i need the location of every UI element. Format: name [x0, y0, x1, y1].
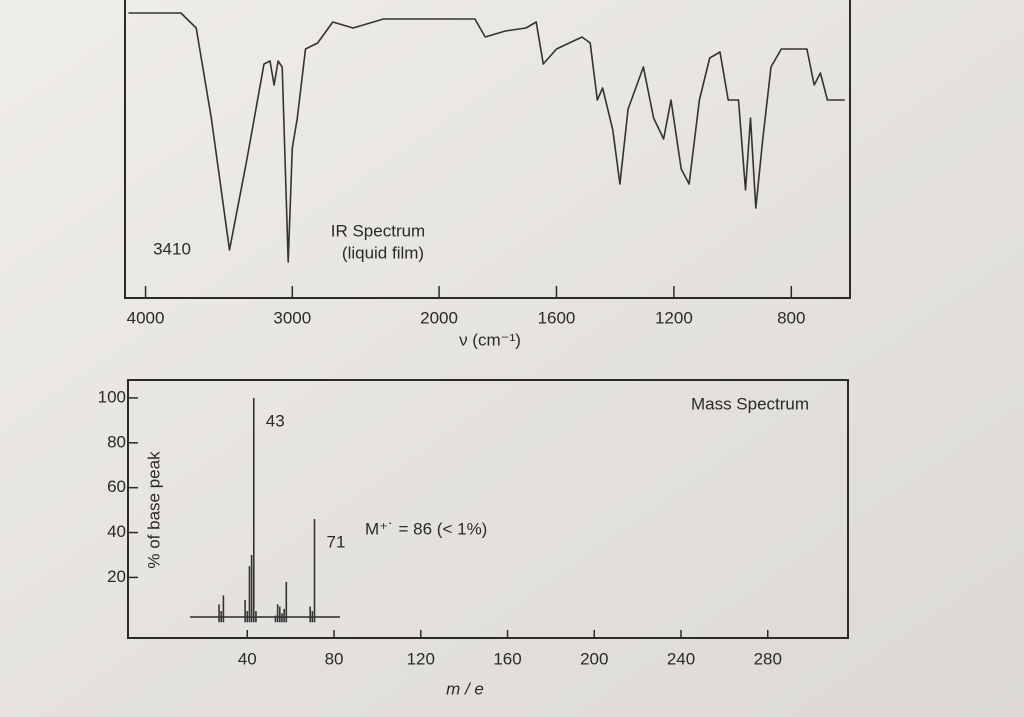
ms-frame	[127, 379, 849, 639]
ir-subtitle: (liquid film)	[342, 243, 424, 262]
y-tick-label: 40	[107, 522, 126, 541]
x-tick-label: 1600	[538, 308, 576, 327]
x-tick-label: 3000	[273, 308, 311, 327]
ms-title: Mass Spectrum	[691, 394, 809, 413]
x-tick-label: 120	[407, 649, 435, 668]
ir-frame	[124, 0, 851, 299]
x-tick-label: 160	[493, 649, 521, 668]
x-tick-label: 80	[325, 649, 344, 668]
ir-peak-label: 3410	[153, 239, 191, 258]
peak-label: 43	[266, 411, 285, 430]
ms-annotation: M⁺˙ = 86 (< 1%)	[365, 519, 487, 538]
ms-y-label: % of base peak	[144, 451, 163, 569]
y-tick-label: 80	[107, 432, 126, 451]
x-tick-label: 1200	[655, 308, 693, 327]
peak-label: 71	[327, 533, 346, 552]
ir-trace	[128, 12, 845, 263]
y-tick-label: 60	[107, 477, 126, 496]
x-tick-label: 280	[754, 649, 782, 668]
ir-title: IR Spectrum	[331, 221, 425, 240]
y-tick-label: 20	[107, 567, 126, 586]
x-tick-label: 2000	[420, 308, 458, 327]
x-tick-label: 240	[667, 649, 695, 668]
x-tick-label: 40	[238, 649, 257, 668]
ms-x-label: m / e	[446, 679, 484, 698]
x-tick-label: 4000	[127, 308, 165, 327]
x-tick-label: 200	[580, 649, 608, 668]
ir-x-label: ν (cm⁻¹)	[459, 330, 521, 349]
x-tick-label: 800	[777, 308, 805, 327]
y-tick-label: 100	[98, 387, 126, 406]
